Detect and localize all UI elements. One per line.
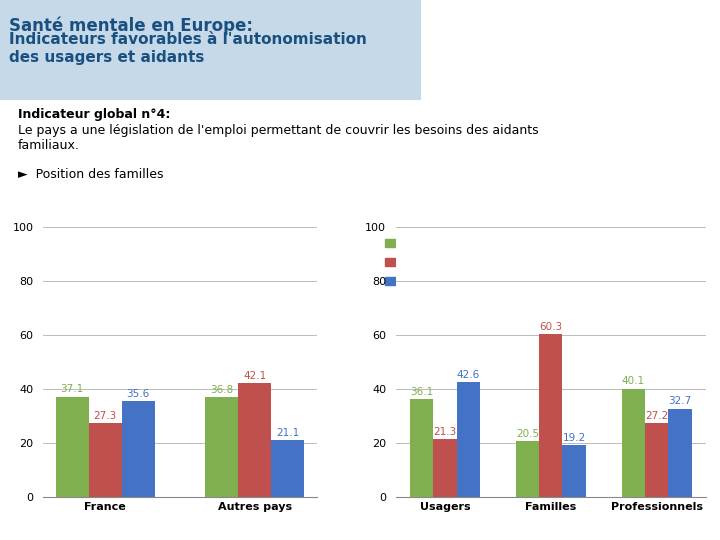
Text: 37.1: 37.1 bbox=[60, 384, 84, 394]
Text: 35.6: 35.6 bbox=[127, 388, 150, 399]
Text: 27.2: 27.2 bbox=[645, 411, 668, 421]
Bar bbox=[456, 382, 480, 497]
Text: 32.7: 32.7 bbox=[668, 396, 691, 406]
Bar bbox=[122, 401, 155, 497]
Text: familiaux.: familiaux. bbox=[18, 139, 80, 152]
Text: Santé mentale en Europe:: Santé mentale en Europe: bbox=[9, 16, 253, 35]
Bar bbox=[621, 388, 645, 497]
Text: 21.1: 21.1 bbox=[276, 428, 300, 437]
Text: ►  Position des familles: ► Position des familles bbox=[18, 168, 163, 181]
Legend: Oui, Non, Ne sait pas: Oui, Non, Ne sait pas bbox=[380, 233, 489, 293]
Text: 42.6: 42.6 bbox=[456, 369, 480, 380]
Text: 60.3: 60.3 bbox=[539, 322, 562, 332]
Bar bbox=[238, 383, 271, 497]
Bar bbox=[668, 408, 691, 497]
Text: Le pays a une législation de l'emploi permettant de couvrir les besoins des aida: Le pays a une législation de l'emploi pe… bbox=[18, 124, 539, 137]
Text: 20.5: 20.5 bbox=[516, 429, 539, 440]
Bar bbox=[433, 440, 456, 497]
Text: 40.1: 40.1 bbox=[622, 376, 645, 387]
Text: 36.8: 36.8 bbox=[210, 385, 233, 395]
Bar bbox=[562, 445, 585, 497]
Text: 36.1: 36.1 bbox=[410, 387, 433, 397]
Text: Indicateur global n°4:: Indicateur global n°4: bbox=[18, 108, 171, 121]
Text: 42.1: 42.1 bbox=[243, 371, 266, 381]
Text: 27.3: 27.3 bbox=[94, 411, 117, 421]
Bar bbox=[645, 423, 668, 497]
Bar bbox=[516, 442, 539, 497]
Text: Indicateurs favorables à l'autonomisation: Indicateurs favorables à l'autonomisatio… bbox=[9, 32, 366, 48]
Bar bbox=[205, 397, 238, 497]
Bar bbox=[55, 396, 89, 497]
Text: des usagers et aidants: des usagers et aidants bbox=[9, 50, 204, 65]
Bar bbox=[410, 399, 433, 497]
Bar bbox=[89, 423, 122, 497]
Bar bbox=[539, 334, 562, 497]
Text: 21.3: 21.3 bbox=[433, 427, 456, 437]
Text: 19.2: 19.2 bbox=[562, 433, 585, 443]
Bar bbox=[271, 440, 305, 497]
